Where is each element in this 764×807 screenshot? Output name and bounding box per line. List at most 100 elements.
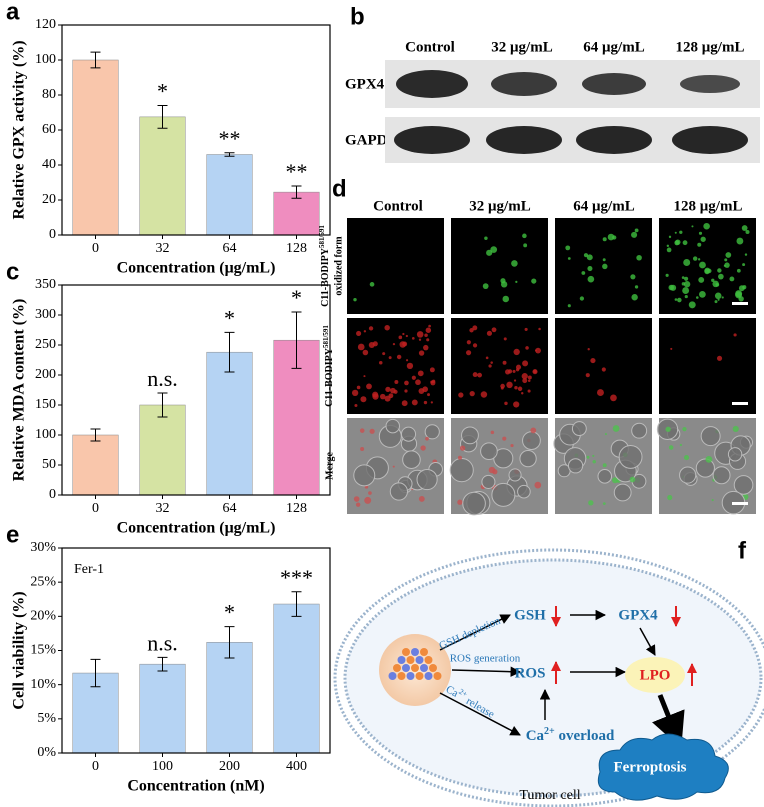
signal [490,246,498,253]
mechanism-diagram: f GSH depletion ROS generation Ca2+ rele… [333,537,764,807]
x-tick-label: 32 [156,241,170,256]
signal [486,330,493,336]
signal [682,240,688,246]
node-label: Ca2+ overload [526,726,615,744]
band [394,126,470,154]
significance: ** [286,159,308,184]
cell [481,474,496,489]
y-tick-label: 0 [49,227,56,242]
row-label: C11-BODIPY581/591 [322,325,336,407]
signal [502,436,507,441]
signal [590,357,596,364]
signal [688,301,696,309]
signal [402,332,405,336]
signal [404,380,409,386]
signal [392,465,395,468]
signal [711,499,714,502]
node-label: GPX4 [618,607,658,623]
error-bar [291,591,302,617]
cell [480,442,498,461]
column-header: 128 μg/mL [676,39,745,55]
error-bar [224,152,235,157]
error-bar [224,626,235,659]
signal [700,236,706,242]
cell [402,450,421,469]
signal [402,341,408,347]
signal [524,327,528,331]
signal [418,495,425,502]
signal [423,400,428,405]
signal [527,375,532,380]
signal [565,245,571,251]
cell [424,424,440,440]
signal [469,390,475,397]
error-bar [157,656,168,672]
signal [510,443,514,448]
cell [631,422,648,439]
particle [424,656,433,664]
particle [393,664,401,672]
signal [517,386,523,392]
signal [484,236,488,240]
cell [400,426,417,442]
signal [567,257,571,260]
signal [426,338,430,342]
bar [206,642,253,754]
cell [449,458,474,483]
signal [717,298,720,301]
signal [736,268,741,273]
signal [458,392,464,398]
signal [398,335,403,340]
x-tick-label: 200 [219,759,240,774]
signal [357,343,365,351]
signal [384,395,391,402]
signal [705,455,713,463]
cell [597,469,613,484]
signal [583,253,589,258]
microscopy: d Control 32 μg/mL 64 μg/mL 128 μg/mL C1… [318,175,756,516]
particle [406,656,415,664]
signal [515,280,518,283]
significance: * [224,600,235,625]
signal [629,476,636,483]
row-label: GPX4 [345,76,385,92]
cell [727,447,743,462]
x-tick-label: 64 [223,501,237,516]
signal [677,297,682,303]
significance: n.s. [147,630,178,655]
signal [735,290,743,298]
signal [411,375,416,380]
signal [698,276,705,283]
signal [682,427,687,432]
signal [369,428,375,434]
signal [359,428,365,433]
signal [703,222,710,230]
bar [139,404,186,496]
signal [418,338,422,341]
signal [523,243,528,248]
arrow [639,627,656,656]
cell [567,458,584,474]
signal [420,445,426,451]
signal [630,274,636,280]
signal [604,433,607,436]
particle [388,672,397,680]
significance: *** [280,565,313,590]
y-tick-label: 50 [42,457,56,472]
band [491,72,557,96]
signal [587,348,590,351]
signal [636,254,642,261]
cell [491,482,516,507]
micrograph [451,218,548,314]
band [486,126,562,154]
signal [363,375,366,378]
signal [532,369,538,375]
signal [504,401,508,406]
signal [733,333,737,337]
signal [466,340,471,345]
arrow [439,614,511,651]
node-label: GSH [514,607,546,623]
signal [384,324,390,331]
x-tick-label: 400 [286,759,307,774]
